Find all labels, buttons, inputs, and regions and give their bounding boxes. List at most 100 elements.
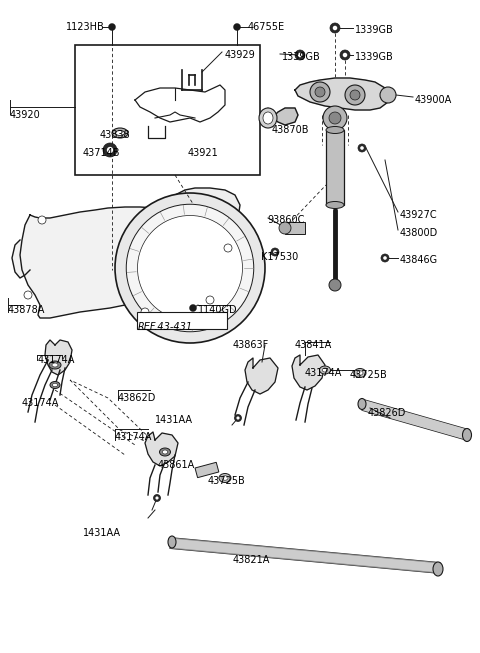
Text: 1339GB: 1339GB — [355, 25, 394, 35]
Circle shape — [279, 222, 291, 234]
Circle shape — [126, 204, 254, 332]
Text: 43861A: 43861A — [158, 460, 195, 470]
Polygon shape — [272, 108, 298, 125]
Text: 1431AA: 1431AA — [155, 415, 193, 425]
Circle shape — [380, 87, 396, 103]
Text: 43929: 43929 — [225, 50, 256, 60]
Circle shape — [360, 146, 364, 150]
Polygon shape — [295, 78, 390, 110]
Text: 43174A: 43174A — [22, 398, 60, 408]
Circle shape — [108, 24, 116, 31]
Circle shape — [190, 304, 196, 311]
Ellipse shape — [52, 383, 58, 387]
Circle shape — [381, 254, 389, 262]
Ellipse shape — [354, 368, 366, 377]
Bar — [285, 222, 305, 234]
Text: 43921: 43921 — [188, 148, 219, 158]
Circle shape — [156, 496, 158, 500]
Circle shape — [237, 417, 240, 420]
Ellipse shape — [326, 202, 344, 208]
Text: 43174A: 43174A — [115, 432, 152, 442]
Circle shape — [273, 250, 277, 254]
Circle shape — [224, 244, 232, 252]
Ellipse shape — [357, 371, 363, 375]
Ellipse shape — [322, 368, 328, 372]
Circle shape — [315, 87, 325, 97]
Ellipse shape — [263, 112, 273, 124]
Circle shape — [333, 25, 337, 30]
Text: 1140GD: 1140GD — [198, 305, 238, 315]
Ellipse shape — [168, 536, 176, 548]
Bar — [326, 130, 344, 205]
Circle shape — [38, 216, 46, 224]
Circle shape — [310, 82, 330, 102]
Ellipse shape — [320, 366, 331, 374]
Text: 43725B: 43725B — [208, 476, 246, 486]
Circle shape — [358, 144, 366, 152]
Circle shape — [115, 193, 265, 343]
Polygon shape — [245, 358, 278, 394]
Circle shape — [343, 53, 347, 57]
Polygon shape — [45, 340, 72, 375]
Text: 43826D: 43826D — [368, 408, 407, 418]
Circle shape — [329, 279, 341, 291]
Polygon shape — [175, 188, 240, 238]
Circle shape — [154, 494, 160, 502]
Ellipse shape — [219, 473, 231, 483]
Text: 43900A: 43900A — [415, 95, 452, 105]
Circle shape — [206, 296, 214, 304]
Text: 43841A: 43841A — [295, 340, 332, 350]
Text: K17530: K17530 — [261, 252, 298, 262]
Text: 43800D: 43800D — [400, 228, 438, 238]
Circle shape — [329, 112, 341, 124]
Polygon shape — [145, 432, 178, 466]
Circle shape — [137, 215, 242, 321]
Bar — [75, 45, 260, 175]
Text: 93860C: 93860C — [267, 215, 304, 225]
Ellipse shape — [222, 476, 228, 480]
Ellipse shape — [116, 131, 124, 136]
Text: 43174A: 43174A — [38, 355, 75, 365]
Text: 1431AA: 1431AA — [83, 528, 121, 538]
Ellipse shape — [162, 450, 168, 454]
Ellipse shape — [52, 363, 58, 367]
Ellipse shape — [50, 381, 60, 389]
Ellipse shape — [112, 128, 128, 138]
Text: 43714B: 43714B — [83, 148, 120, 158]
Circle shape — [323, 106, 347, 130]
Text: 43927C: 43927C — [400, 210, 438, 220]
Circle shape — [271, 248, 279, 256]
Ellipse shape — [159, 448, 170, 456]
Circle shape — [350, 90, 360, 100]
FancyBboxPatch shape — [137, 312, 227, 329]
Polygon shape — [20, 207, 225, 318]
Circle shape — [141, 308, 149, 316]
Circle shape — [24, 291, 32, 299]
Bar — [195, 462, 219, 477]
Ellipse shape — [463, 428, 471, 441]
Text: 43174A: 43174A — [305, 368, 342, 378]
Text: 43862D: 43862D — [118, 393, 156, 403]
Text: 43863F: 43863F — [233, 340, 269, 350]
Text: 43870B: 43870B — [272, 125, 310, 135]
Polygon shape — [292, 355, 325, 390]
Circle shape — [330, 23, 340, 33]
Text: 43920: 43920 — [10, 110, 41, 120]
Circle shape — [233, 24, 240, 31]
Text: REF.43-431: REF.43-431 — [138, 322, 193, 332]
Text: 43878A: 43878A — [8, 305, 46, 315]
Circle shape — [235, 415, 241, 421]
Text: 43821A: 43821A — [233, 555, 270, 565]
Text: 43725B: 43725B — [350, 370, 388, 380]
Circle shape — [103, 143, 117, 157]
Ellipse shape — [326, 127, 344, 133]
Circle shape — [298, 53, 302, 57]
Circle shape — [295, 50, 305, 60]
Ellipse shape — [358, 398, 366, 409]
Text: 1339GB: 1339GB — [355, 52, 394, 62]
Text: 43838: 43838 — [100, 130, 131, 140]
Text: 1123HB: 1123HB — [66, 22, 105, 32]
Text: 43846G: 43846G — [400, 255, 438, 265]
Circle shape — [340, 50, 350, 60]
Circle shape — [345, 85, 365, 105]
